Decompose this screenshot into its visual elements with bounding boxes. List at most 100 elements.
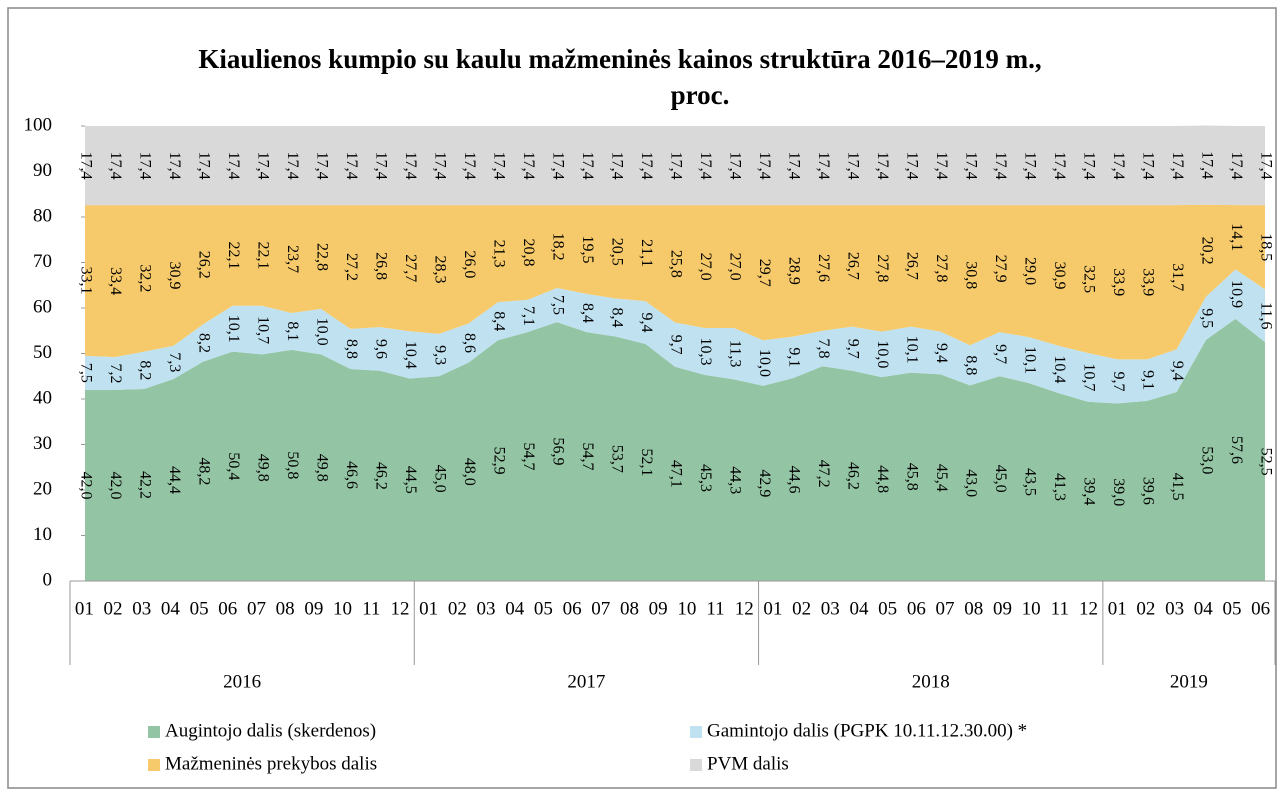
value-label: 17,4 — [166, 152, 183, 180]
value-label: 9,7 — [992, 344, 1009, 364]
value-label: 9,1 — [785, 347, 802, 367]
value-label: 49,8 — [313, 454, 330, 482]
value-label: 44,4 — [166, 466, 183, 494]
value-label: 42,9 — [756, 469, 773, 497]
legend-swatch — [690, 726, 702, 738]
value-label: 8,4 — [579, 303, 596, 323]
legend-swatch — [148, 726, 160, 738]
value-label: 8,4 — [608, 308, 625, 328]
value-label: 10,1 — [1021, 346, 1038, 374]
value-label: 33,1 — [77, 266, 94, 294]
value-label: 53,7 — [608, 445, 625, 473]
y-tick-label: 80 — [33, 205, 52, 226]
value-label: 26,0 — [461, 250, 478, 278]
value-label: 17,4 — [638, 152, 655, 180]
value-label: 39,4 — [1080, 477, 1097, 505]
value-label: 18,2 — [549, 233, 566, 261]
value-label: 26,2 — [195, 251, 212, 279]
y-tick-label: 0 — [43, 569, 53, 590]
value-label: 9,1 — [1139, 370, 1156, 390]
value-label: 46,2 — [844, 462, 861, 490]
value-label: 44,8 — [874, 465, 891, 493]
value-label: 47,1 — [667, 460, 684, 488]
value-label: 9,7 — [1110, 371, 1127, 391]
value-label: 41,5 — [1169, 473, 1186, 501]
value-label: 10,3 — [697, 337, 714, 365]
value-label: 44,5 — [402, 466, 419, 494]
value-label: 30,8 — [962, 261, 979, 289]
value-label: 9,3 — [431, 345, 448, 365]
group-label: 2016 — [223, 671, 261, 692]
x-tick-label: 04 — [1194, 598, 1214, 619]
value-label: 17,4 — [933, 152, 950, 180]
y-tick-label: 70 — [33, 251, 52, 272]
value-label: 17,4 — [402, 152, 419, 180]
value-label: 27,9 — [992, 255, 1009, 283]
value-label: 28,3 — [431, 256, 448, 284]
x-tick-label: 06 — [218, 598, 237, 619]
value-label: 30,9 — [166, 261, 183, 289]
value-label: 20,2 — [1198, 237, 1215, 265]
value-label: 17,4 — [1051, 152, 1068, 180]
value-label: 21,3 — [490, 240, 507, 268]
legend-label: PVM dalis — [707, 753, 789, 774]
value-label: 8,8 — [343, 339, 360, 359]
value-label: 45,0 — [431, 465, 448, 493]
value-label: 45,0 — [992, 465, 1009, 493]
x-tick-label: 07 — [591, 598, 610, 619]
value-label: 50,4 — [225, 452, 242, 480]
x-tick-label: 09 — [649, 598, 668, 619]
x-tick-label: 02 — [792, 598, 811, 619]
value-label: 9,6 — [372, 339, 389, 359]
x-tick-label: 12 — [390, 598, 409, 619]
value-label: 42,0 — [107, 471, 124, 499]
value-label: 17,4 — [1257, 152, 1274, 180]
value-label: 11,3 — [726, 340, 743, 367]
value-label: 39,0 — [1110, 478, 1127, 506]
value-label: 17,4 — [1228, 152, 1245, 180]
value-label: 17,4 — [520, 152, 537, 180]
value-label: 27,0 — [726, 253, 743, 281]
value-label: 10,7 — [1080, 363, 1097, 391]
value-label: 20,5 — [608, 238, 625, 266]
value-label: 52,5 — [1257, 448, 1274, 476]
value-label: 25,8 — [667, 250, 684, 278]
value-label: 10,7 — [254, 316, 271, 344]
group-label: 2018 — [912, 671, 950, 692]
y-tick-label: 100 — [24, 114, 53, 135]
value-label: 53,0 — [1198, 446, 1215, 474]
x-tick-label: 12 — [1079, 598, 1098, 619]
x-tick-label: 04 — [505, 598, 525, 619]
x-tick-label: 07 — [936, 598, 955, 619]
value-label: 27,0 — [697, 253, 714, 281]
x-tick-label: 01 — [419, 598, 438, 619]
value-label: 54,7 — [579, 443, 596, 471]
x-tick-label: 04 — [849, 598, 869, 619]
y-tick-label: 20 — [33, 478, 52, 499]
value-label: 8,2 — [195, 333, 212, 353]
value-label: 27,8 — [933, 254, 950, 282]
value-label: 7,2 — [107, 364, 124, 384]
value-label: 17,4 — [815, 152, 832, 180]
value-label: 10,4 — [402, 341, 419, 369]
area — [85, 204, 1265, 360]
area — [85, 125, 1265, 206]
value-label: 8,1 — [284, 321, 301, 341]
value-label: 7,5 — [549, 295, 566, 315]
x-tick-label: 01 — [1108, 598, 1127, 619]
value-label: 32,2 — [136, 264, 153, 292]
value-label: 8,2 — [136, 360, 153, 380]
value-label: 17,4 — [284, 152, 301, 180]
value-label: 17,4 — [785, 152, 802, 180]
value-label: 27,7 — [402, 254, 419, 282]
value-label: 7,5 — [77, 363, 94, 383]
value-label: 17,4 — [254, 152, 271, 180]
value-label: 46,2 — [372, 462, 389, 490]
value-label: 17,4 — [461, 152, 478, 180]
value-label: 49,8 — [254, 454, 271, 482]
value-label: 33,9 — [1139, 268, 1156, 296]
value-label: 18,5 — [1257, 233, 1274, 261]
chart-title: Kiaulienos kumpio su kaulu mažmeninės ka… — [198, 44, 1041, 74]
value-label: 17,4 — [903, 152, 920, 180]
value-label: 17,4 — [844, 152, 861, 180]
